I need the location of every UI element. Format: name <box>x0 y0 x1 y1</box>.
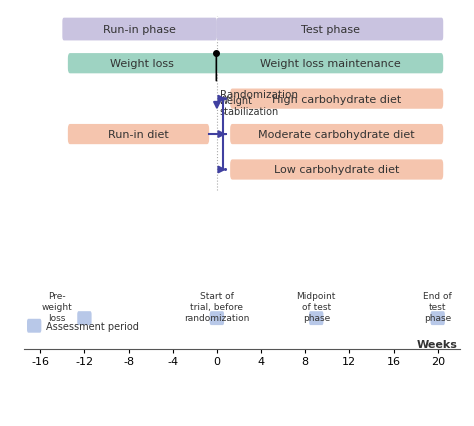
FancyBboxPatch shape <box>68 125 209 145</box>
FancyBboxPatch shape <box>77 311 91 325</box>
FancyBboxPatch shape <box>210 311 224 325</box>
Text: Weight loss: Weight loss <box>110 59 174 69</box>
FancyBboxPatch shape <box>230 89 443 109</box>
Text: Weight
stabilization: Weight stabilization <box>219 95 278 117</box>
FancyBboxPatch shape <box>230 160 443 180</box>
FancyBboxPatch shape <box>230 125 443 145</box>
Text: End of
test
phase: End of test phase <box>423 291 452 322</box>
Text: Run-in phase: Run-in phase <box>103 25 176 35</box>
Text: Weight loss maintenance: Weight loss maintenance <box>260 59 401 69</box>
Text: Low carbohydrate diet: Low carbohydrate diet <box>274 165 400 175</box>
Text: Run-in diet: Run-in diet <box>108 130 169 140</box>
FancyBboxPatch shape <box>63 19 217 41</box>
Text: Randomization: Randomization <box>220 89 298 99</box>
FancyBboxPatch shape <box>27 319 41 333</box>
Text: Pre-
weight
loss: Pre- weight loss <box>41 291 72 322</box>
Text: Assessment period: Assessment period <box>46 321 139 331</box>
Text: Midpoint
of test
phase: Midpoint of test phase <box>297 291 336 322</box>
FancyBboxPatch shape <box>217 54 443 74</box>
Text: Start of
trial, before
randomization: Start of trial, before randomization <box>184 291 250 322</box>
FancyBboxPatch shape <box>217 19 443 41</box>
FancyBboxPatch shape <box>430 311 445 325</box>
FancyBboxPatch shape <box>68 54 217 74</box>
Text: High carbohydrate diet: High carbohydrate diet <box>272 95 401 104</box>
Text: Weeks: Weeks <box>417 339 457 349</box>
FancyBboxPatch shape <box>309 311 323 325</box>
Text: Test phase: Test phase <box>301 25 360 35</box>
Text: Moderate carbohydrate diet: Moderate carbohydrate diet <box>258 130 415 140</box>
